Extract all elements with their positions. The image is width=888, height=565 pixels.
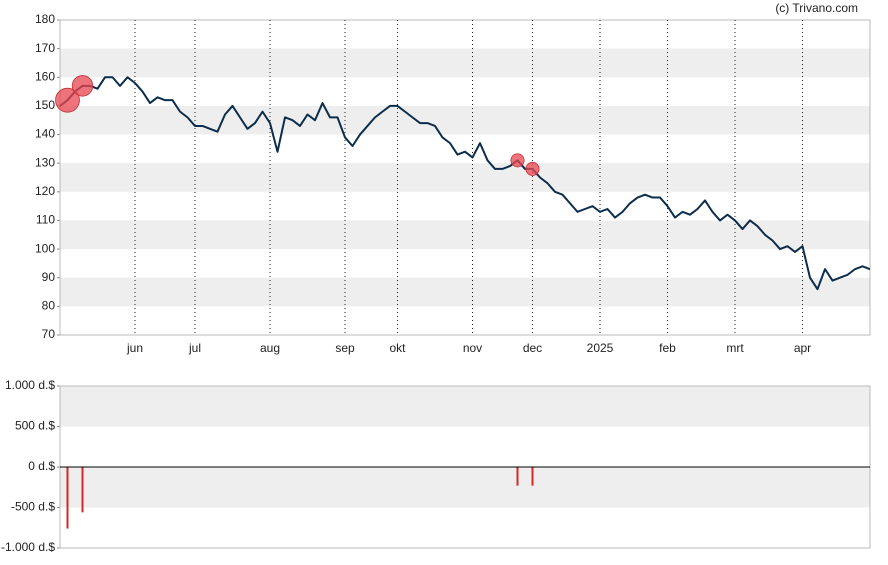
x-tick-label: sep [335,341,355,355]
y-tick-label: 150 [35,98,55,112]
x-tick-label: mrt [726,341,744,355]
x-tick-label: aug [260,341,280,355]
y-tick-label: 170 [35,41,55,55]
y-tick-label: 70 [42,327,56,341]
grid-band [60,48,870,78]
y-tick-label: 80 [42,299,56,313]
trade-marker [71,75,94,97]
trade-marker [55,87,80,113]
plot-frame [59,19,871,336]
credit: (c) Trivano.com [775,1,858,15]
x-tick-label: nov [463,341,482,355]
grid-band [60,386,870,427]
y-tick-label: 120 [35,184,55,198]
y-tick-label: -1.000 d.$ [1,540,55,554]
y-tick-label: 0 d.$ [28,459,55,473]
grid-band [60,105,870,135]
y-tick-label: 500 d.$ [15,419,55,433]
grid-band [60,467,870,508]
x-tick-label: jun [126,341,143,355]
x-tick-label: apr [794,341,811,355]
y-tick-label: 90 [42,270,56,284]
y-tick-label: 160 [35,69,55,83]
y-tick-label: 100 [35,241,55,255]
grid-band [60,277,870,307]
price-line [59,76,871,291]
x-tick-label: feb [659,341,676,355]
trade-marker [510,153,525,168]
x-tick-label: 2025 [587,341,614,355]
x-tick-label: dec [523,341,542,355]
y-tick-label: -500 d.$ [11,500,55,514]
y-tick-label: 110 [36,213,55,227]
trade-marker [525,161,540,176]
y-tick-label: 140 [35,127,55,141]
grid-band [60,163,870,192]
x-tick-label: jul [188,341,201,355]
y-tick-label: 130 [35,155,55,169]
y-tick-label: 1.000 d.$ [5,378,55,392]
grid-band [60,220,870,250]
x-tick-label: okt [389,341,406,355]
y-tick-label: 180 [35,12,55,26]
